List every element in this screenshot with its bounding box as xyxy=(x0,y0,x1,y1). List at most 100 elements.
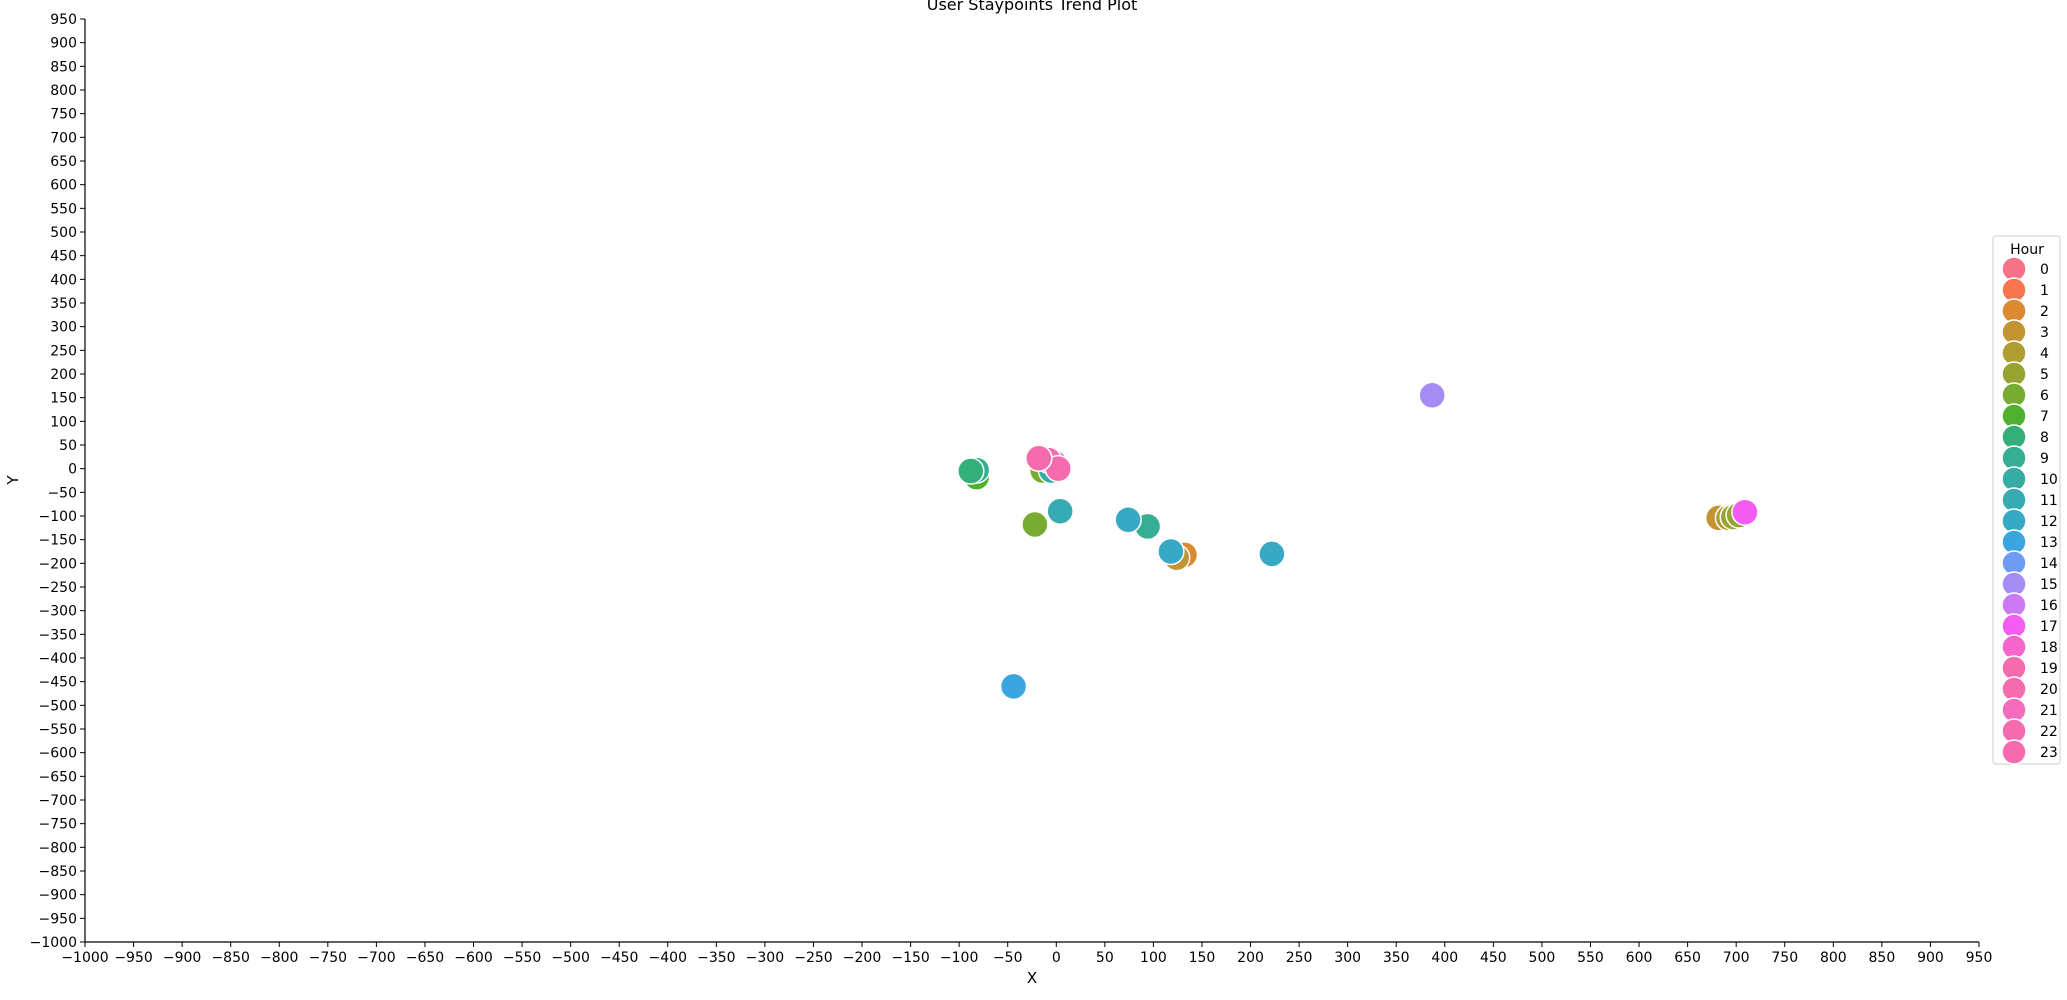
y-tick-label: −850 xyxy=(39,864,77,880)
legend-label: 4 xyxy=(2040,346,2049,362)
legend-label: 5 xyxy=(2040,367,2049,383)
y-tick-label: 400 xyxy=(50,272,77,288)
y-tick-label: 50 xyxy=(59,438,77,454)
y-tick-label: −800 xyxy=(39,840,77,856)
x-tick-label: −50 xyxy=(993,950,1023,966)
legend-label: 21 xyxy=(2040,703,2058,719)
legend-label: 13 xyxy=(2040,535,2058,551)
y-tick-label: −400 xyxy=(39,651,77,667)
y-axis: −1000−950−900−850−800−750−700−650−600−55… xyxy=(30,12,86,951)
x-tick-label: 200 xyxy=(1237,950,1264,966)
y-tick-label: 200 xyxy=(50,367,77,383)
scatter-point xyxy=(1046,497,1074,526)
legend-title: Hour xyxy=(2010,242,2044,258)
y-tick-label: −900 xyxy=(39,888,77,904)
y-tick-label: −150 xyxy=(39,533,77,549)
x-tick-label: −400 xyxy=(649,950,687,966)
y-tick-label: 850 xyxy=(50,59,77,75)
x-tick-label: −200 xyxy=(843,950,881,966)
y-axis-title: Y xyxy=(4,475,22,486)
x-tick-label: −450 xyxy=(600,950,638,966)
x-tick-label: 350 xyxy=(1383,950,1410,966)
legend-label: 15 xyxy=(2040,577,2058,593)
chart-title: User Staypoints Trend Plot xyxy=(927,0,1138,14)
scatter-point xyxy=(1157,537,1185,566)
y-tick-label: −700 xyxy=(39,793,77,809)
legend-label: 23 xyxy=(2040,745,2058,761)
scatter-point xyxy=(1418,381,1446,410)
y-tick-label: 100 xyxy=(50,414,77,430)
x-tick-label: −550 xyxy=(503,950,541,966)
y-tick-label: 450 xyxy=(50,249,77,265)
y-tick-label: 750 xyxy=(50,107,77,123)
y-tick-label: −50 xyxy=(47,485,77,501)
x-tick-label: 700 xyxy=(1723,950,1750,966)
x-tick-label: −900 xyxy=(163,950,201,966)
y-tick-label: 0 xyxy=(68,462,77,478)
legend-label: 6 xyxy=(2040,388,2049,404)
y-tick-label: −450 xyxy=(39,675,77,691)
y-tick-label: 800 xyxy=(50,83,77,99)
legend-label: 22 xyxy=(2040,724,2058,740)
legend-label: 1 xyxy=(2040,283,2049,299)
x-tick-label: 50 xyxy=(1096,950,1114,966)
x-tick-label: 650 xyxy=(1674,950,1701,966)
y-tick-label: 550 xyxy=(50,201,77,217)
x-axis-title: X xyxy=(1027,969,1037,987)
y-tick-label: 600 xyxy=(50,178,77,194)
y-tick-label: −100 xyxy=(39,509,77,525)
y-tick-label: −600 xyxy=(39,746,77,762)
y-tick-label: 650 xyxy=(50,154,77,170)
legend-label: 10 xyxy=(2040,472,2058,488)
y-tick-label: −650 xyxy=(39,769,77,785)
legend-label: 11 xyxy=(2040,493,2058,509)
x-tick-label: 600 xyxy=(1626,950,1653,966)
legend-label: 7 xyxy=(2040,409,2049,425)
x-tick-label: −500 xyxy=(551,950,589,966)
x-tick-label: 750 xyxy=(1771,950,1798,966)
y-tick-label: 300 xyxy=(50,320,77,336)
scatter-points xyxy=(957,381,1759,701)
scatter-point xyxy=(1025,444,1053,473)
x-tick-label: 0 xyxy=(1052,950,1061,966)
x-tick-label: −1000 xyxy=(61,950,108,966)
y-tick-label: −200 xyxy=(39,556,77,572)
x-tick-label: −350 xyxy=(697,950,735,966)
y-tick-label: −550 xyxy=(39,722,77,738)
x-tick-label: 800 xyxy=(1820,950,1847,966)
x-tick-label: 550 xyxy=(1577,950,1604,966)
x-tick-label: −800 xyxy=(260,950,298,966)
legend-label: 3 xyxy=(2040,325,2049,341)
x-tick-label: 100 xyxy=(1140,950,1167,966)
scatter-point xyxy=(1114,506,1142,534)
x-tick-label: −600 xyxy=(454,950,492,966)
legend-label: 16 xyxy=(2040,598,2058,614)
x-tick-label: −300 xyxy=(746,950,784,966)
x-tick-label: −700 xyxy=(357,950,395,966)
scatter-point xyxy=(957,457,985,485)
x-tick-label: 300 xyxy=(1334,950,1361,966)
y-tick-label: 500 xyxy=(50,225,77,241)
y-tick-label: −750 xyxy=(39,817,77,833)
y-tick-label: −1000 xyxy=(30,935,77,951)
y-tick-label: −250 xyxy=(39,580,77,596)
x-axis: −1000 −950 −900 −850 −800 −750 −700 −650 −600 −55… xyxy=(61,941,1993,966)
scatter-point xyxy=(1731,498,1759,526)
x-tick-label: −250 xyxy=(794,950,832,966)
x-tick-label: −850 xyxy=(211,950,249,966)
x-tick-label: 950 xyxy=(1966,950,1993,966)
x-tick-label: 850 xyxy=(1869,950,1896,966)
y-tick-label: 150 xyxy=(50,391,77,407)
x-tick-label: −750 xyxy=(309,950,347,966)
y-tick-label: 950 xyxy=(50,12,77,28)
x-tick-label: −650 xyxy=(406,950,444,966)
y-tick-label: −950 xyxy=(39,911,77,927)
scatter-point xyxy=(999,672,1028,701)
legend-label: 18 xyxy=(2040,640,2058,656)
legend-label: 12 xyxy=(2040,514,2058,530)
legend-label: 8 xyxy=(2040,430,2049,446)
legend-label: 9 xyxy=(2040,451,2049,467)
legend: Hour 01234567891011121314151617181920212… xyxy=(1992,235,2061,765)
